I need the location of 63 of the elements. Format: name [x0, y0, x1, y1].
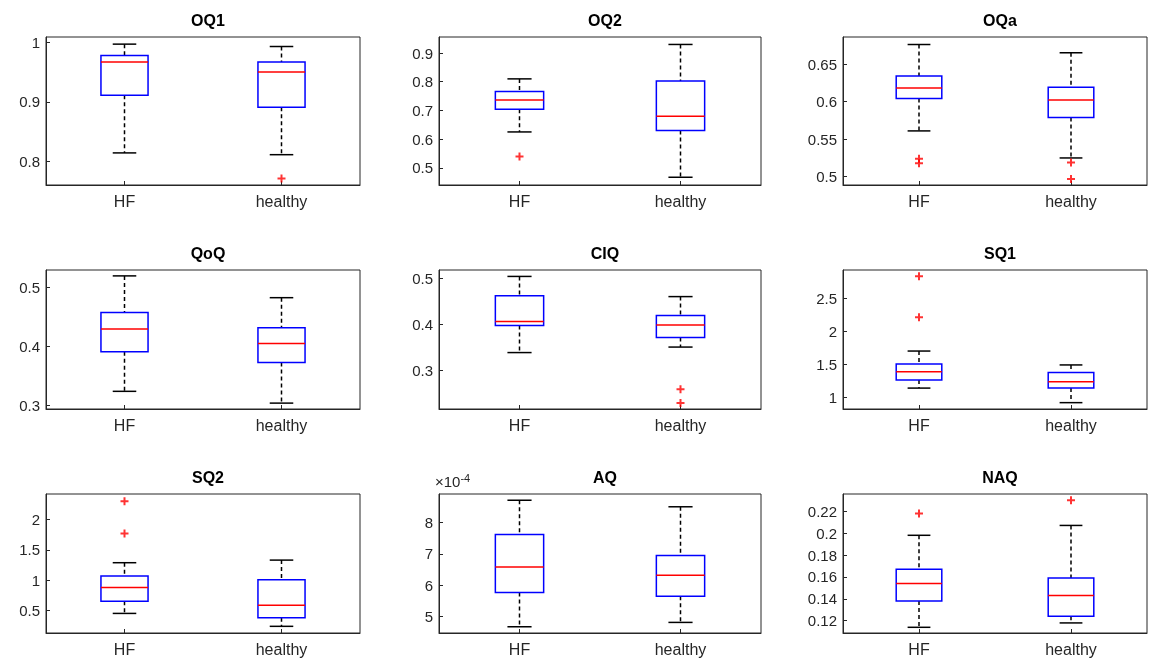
y-tick-label: 0.14	[807, 590, 837, 608]
y-tick-label: 1.5	[816, 355, 837, 373]
chart-title: OQ2	[588, 11, 622, 29]
y-tick-label: 0.55	[807, 130, 837, 148]
chart-title: NAQ	[982, 468, 1018, 486]
y-tick-label: 2	[828, 322, 837, 340]
x-tick-label: healthy	[654, 416, 707, 434]
y-tick-label: 0.5	[816, 168, 837, 186]
y-tick-label: 1	[828, 388, 837, 406]
y-tick-label: 0.5	[412, 270, 433, 288]
y-tick-label: 1	[31, 33, 40, 51]
y-tick-label: 0.8	[412, 73, 433, 91]
x-tick-label: HF	[908, 192, 930, 210]
y-tick-label: 0.2	[816, 524, 837, 542]
y-tick-label: 5	[424, 607, 433, 625]
x-tick-label: healthy	[255, 640, 308, 658]
x-tick-label: HF	[113, 416, 136, 434]
x-tick-label: HF	[113, 640, 136, 658]
x-tick-label: healthy	[654, 192, 707, 210]
chart-title: AQ	[593, 468, 617, 486]
y-tick-label: 0.6	[412, 130, 433, 148]
y-tick-label: 2.5	[816, 289, 837, 307]
y-tick-label: 0.18	[807, 546, 837, 564]
y-tick-label: 0.3	[19, 396, 40, 414]
chart-title: OQ1	[191, 11, 225, 29]
y-tick-label: 0.8	[19, 152, 40, 170]
y-tick-label: 0.16	[807, 568, 837, 586]
y-tick-label: 0.9	[19, 93, 40, 111]
x-tick-label: healthy	[1045, 192, 1097, 210]
chart-title: OQa	[983, 11, 1017, 29]
x-tick-label: HF	[508, 640, 531, 658]
y-tick-label: 0.3	[412, 361, 433, 379]
x-tick-label: HF	[908, 416, 930, 434]
y-tick-label: 0.4	[412, 316, 433, 334]
y-tick-label: 0.22	[807, 502, 837, 520]
chart-title: CIQ	[590, 244, 620, 262]
chart-title: SQ1	[983, 244, 1017, 262]
y-tick-label: 0.6	[816, 93, 837, 111]
x-tick-label: healthy	[654, 640, 707, 658]
y-tick-label: 0.5	[19, 601, 40, 619]
y-tick-label: 7	[424, 545, 433, 563]
y-tick-label: 0.5	[19, 279, 40, 297]
x-tick-label: healthy	[1045, 416, 1097, 434]
y-tick-label: 0.9	[412, 44, 433, 62]
y-tick-label: 0.12	[807, 612, 837, 630]
y-tick-label: 1.5	[19, 541, 40, 559]
x-tick-label: healthy	[255, 416, 308, 434]
x-tick-label: HF	[508, 192, 531, 210]
y-tick-label: 0.4	[19, 338, 40, 356]
chart-title: SQ2	[191, 468, 225, 486]
x-tick-label: healthy	[1045, 640, 1097, 658]
y-tick-label: 0.65	[807, 55, 837, 73]
chart-title: QoQ	[190, 244, 226, 262]
x-tick-label: HF	[908, 640, 930, 658]
y-tick-label: 8	[424, 514, 433, 532]
y-tick-label: 0.5	[412, 159, 433, 177]
y-tick-label: 1	[31, 571, 40, 589]
y-tick-label: 2	[31, 510, 40, 528]
x-tick-label: HF	[113, 192, 136, 210]
x-tick-label: healthy	[255, 192, 308, 210]
y-tick-label: 0.7	[412, 101, 433, 119]
y-tick-label: 6	[424, 576, 433, 594]
x-tick-label: HF	[508, 416, 531, 434]
